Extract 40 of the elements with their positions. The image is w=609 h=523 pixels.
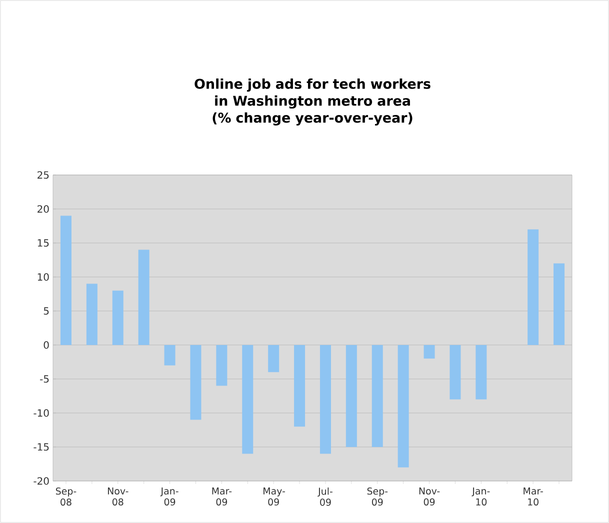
x-tick-label: Jul-09 [318,488,332,506]
bar [528,229,539,345]
bar [138,250,150,345]
bar [424,344,435,359]
y-tick-label: 25 [38,171,49,179]
y-tick-label: 5 [44,307,49,315]
bar [320,344,331,454]
bar [398,344,409,468]
bar [476,344,487,400]
x-tick-label: May-09 [264,488,285,506]
y-tick-label: 15 [38,239,49,247]
bar [554,263,565,345]
bar [294,344,306,427]
bar [190,344,202,420]
bar [372,344,383,447]
bar [268,344,280,372]
y-tick-label: -15 [34,443,49,451]
bar [164,344,176,366]
y-tick-label: -5 [40,375,49,383]
y-tick-label: -10 [34,409,49,417]
y-tick-label: 0 [44,341,49,349]
y-tick-label: -20 [34,477,49,485]
y-tick-label: 10 [38,273,49,281]
y-tick-label: 20 [38,205,49,213]
x-tick-label: Sep-09 [367,488,388,506]
x-tick-label: Nov-08 [108,488,128,506]
bar [216,344,228,386]
bar [86,284,98,345]
x-tick-label: Jan-09 [160,488,178,506]
x-tick-label: Mar-10 [524,488,543,506]
chart-title: Online job ads for tech workers in Washington metro area (% change year-over-year) [194,78,430,126]
x-tick-label: Nov-09 [419,488,440,506]
bar [450,344,461,400]
x-tick-label: Sep-08 [56,488,76,506]
bar [112,290,124,345]
bar [346,344,357,447]
x-tick-label: Jan-10 [472,488,490,506]
x-tick-label: Mar-09 [212,488,232,506]
bar [242,344,254,454]
bar [60,216,72,345]
